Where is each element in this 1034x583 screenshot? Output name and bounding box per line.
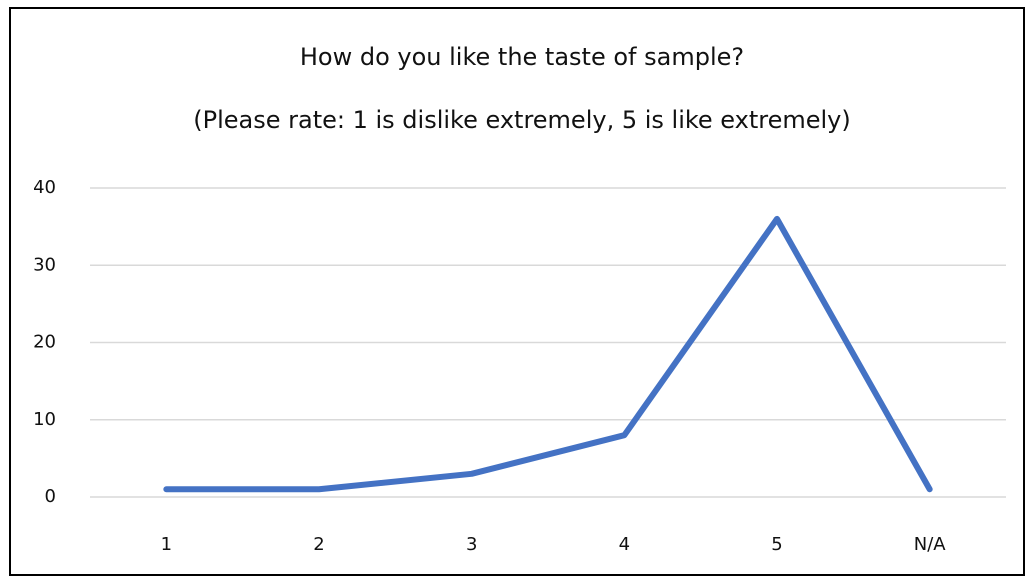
x-tick-label: 2: [313, 534, 324, 555]
x-tick-label: N/A: [914, 534, 947, 555]
y-tick-label: 20: [33, 332, 56, 353]
y-tick-label: 10: [33, 409, 56, 430]
x-tick-label: 5: [771, 534, 782, 555]
x-tick-label: 3: [466, 534, 477, 555]
y-tick-label: 30: [33, 254, 56, 275]
data-line: [163, 215, 933, 493]
chart-subtitle: (Please rate: 1 is dislike extremely, 5 …: [193, 106, 850, 134]
chart-title: How do you like the taste of sample?: [300, 43, 744, 71]
x-tick-label: 4: [619, 534, 630, 555]
y-tick-label: 40: [33, 177, 56, 198]
y-tick-label: 0: [45, 486, 56, 507]
x-tick-label: 1: [161, 534, 172, 555]
chart-border: [9, 7, 1025, 576]
